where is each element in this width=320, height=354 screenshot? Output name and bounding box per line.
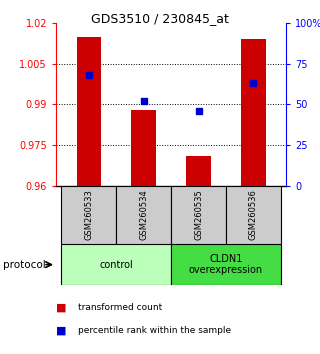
Bar [171, 244, 281, 285]
Bar [61, 244, 171, 285]
Text: GSM260535: GSM260535 [194, 190, 203, 240]
Bar [132, 110, 156, 186]
Text: ■: ■ [56, 303, 67, 313]
Bar [186, 156, 211, 186]
Text: GSM260534: GSM260534 [139, 190, 148, 240]
Bar [171, 186, 226, 244]
Text: GSM260533: GSM260533 [84, 190, 93, 240]
Text: GSM260536: GSM260536 [249, 190, 258, 240]
Text: percentile rank within the sample: percentile rank within the sample [78, 326, 232, 336]
Bar [241, 39, 266, 186]
Text: ■: ■ [56, 326, 67, 336]
Text: transformed count: transformed count [78, 303, 163, 313]
Bar [61, 186, 116, 244]
Text: protocol: protocol [3, 259, 46, 270]
Text: CLDN1
overexpression: CLDN1 overexpression [189, 254, 263, 275]
Bar [116, 186, 171, 244]
Text: control: control [100, 259, 133, 270]
Bar [226, 186, 281, 244]
Bar [76, 36, 101, 186]
Text: GDS3510 / 230845_at: GDS3510 / 230845_at [91, 12, 229, 25]
